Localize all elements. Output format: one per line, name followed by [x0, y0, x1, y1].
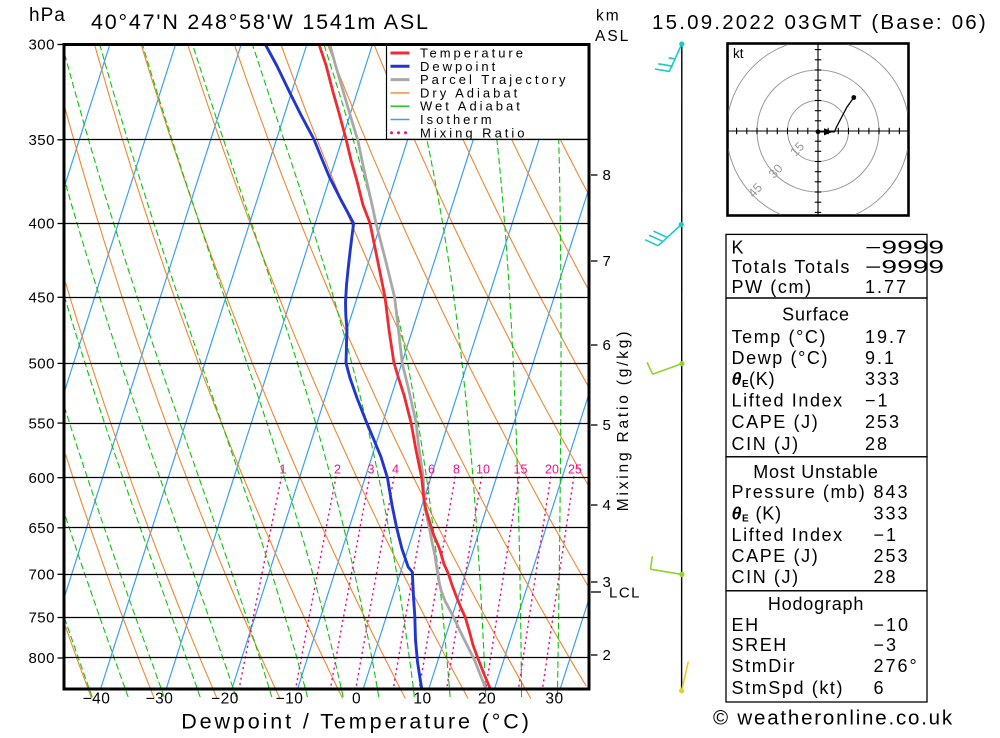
svg-text:E: E	[742, 514, 749, 525]
svg-text:3: 3	[368, 463, 375, 477]
svg-text:ASL: ASL	[595, 28, 630, 45]
svg-text:333: 333	[865, 369, 901, 389]
svg-text:(K): (K)	[749, 369, 775, 389]
svg-text:20: 20	[478, 691, 496, 708]
svg-text:6: 6	[603, 337, 611, 354]
svg-text:10: 10	[413, 691, 431, 708]
svg-text:253: 253	[865, 412, 901, 432]
svg-text:28: 28	[874, 567, 898, 587]
svg-text:−3: −3	[874, 635, 899, 655]
svg-text:Lifted Index: Lifted Index	[732, 391, 844, 411]
svg-text:Mixing Ratio (g/kg): Mixing Ratio (g/kg)	[615, 329, 632, 511]
svg-text:Hodograph: Hodograph	[768, 594, 864, 614]
svg-text:SREH: SREH	[732, 635, 788, 655]
svg-text:CAPE (J): CAPE (J)	[732, 412, 820, 432]
svg-text:(K): (K)	[756, 504, 782, 524]
svg-text:700: 700	[28, 567, 55, 584]
svg-text:276°: 276°	[874, 656, 919, 676]
svg-text:E: E	[742, 379, 749, 390]
svg-text:−1: −1	[874, 525, 899, 545]
svg-text:EH: EH	[732, 615, 760, 635]
svg-text:10: 10	[476, 463, 490, 477]
svg-text:30: 30	[545, 691, 563, 708]
svg-text:7: 7	[603, 253, 611, 270]
svg-text:Surface: Surface	[782, 305, 850, 325]
svg-text:Pressure (mb): Pressure (mb)	[732, 482, 867, 502]
svg-text:Dewp (°C): Dewp (°C)	[732, 348, 830, 368]
svg-text:9.1: 9.1	[865, 348, 896, 368]
svg-text:450: 450	[28, 290, 55, 307]
svg-text:−30: −30	[146, 691, 174, 708]
svg-text:−20: −20	[211, 691, 239, 708]
svg-text:−10: −10	[276, 691, 304, 708]
svg-text:© weatheronline.co.uk: © weatheronline.co.uk	[713, 707, 954, 730]
svg-text:15.09.2022 03GMT (Base: 06): 15.09.2022 03GMT (Base: 06)	[652, 11, 988, 34]
svg-text:−40: −40	[83, 691, 111, 708]
svg-text:0: 0	[352, 691, 361, 708]
svg-text:−10: −10	[874, 615, 911, 635]
svg-text:−9999: −9999	[865, 237, 944, 257]
svg-text:Most Unstable: Most Unstable	[753, 462, 878, 482]
svg-text:Mixing Ratio: Mixing Ratio	[420, 125, 528, 140]
svg-text:5: 5	[603, 417, 611, 434]
svg-text:1: 1	[280, 463, 287, 477]
svg-text:2: 2	[603, 647, 611, 664]
svg-text:CAPE (J): CAPE (J)	[732, 546, 820, 566]
svg-text:CIN (J): CIN (J)	[732, 434, 800, 454]
svg-text:800: 800	[28, 650, 55, 667]
svg-text:500: 500	[28, 356, 55, 373]
svg-text:kt: kt	[733, 46, 744, 61]
svg-text:28: 28	[865, 434, 889, 454]
svg-text:40°47'N 248°58'W 1541m ASL: 40°47'N 248°58'W 1541m ASL	[91, 10, 430, 34]
svg-text:300: 300	[28, 37, 55, 54]
svg-text:550: 550	[28, 415, 55, 432]
svg-text:25: 25	[568, 463, 582, 477]
svg-text:253: 253	[874, 546, 910, 566]
svg-text:1.77: 1.77	[865, 277, 908, 297]
svg-text:Temp (°C): Temp (°C)	[732, 327, 828, 347]
svg-text:2: 2	[334, 463, 341, 477]
svg-text:PW (cm): PW (cm)	[732, 277, 813, 297]
svg-text:Dewpoint / Temperature (°C): Dewpoint / Temperature (°C)	[181, 710, 532, 734]
svg-text:K: K	[732, 237, 746, 257]
svg-text:600: 600	[28, 470, 55, 487]
svg-text:20: 20	[545, 463, 559, 477]
svg-text:StmDir: StmDir	[732, 656, 797, 676]
svg-text:400: 400	[28, 216, 55, 233]
svg-text:−1: −1	[865, 391, 890, 411]
svg-text:350: 350	[28, 132, 55, 149]
svg-text:−9999: −9999	[865, 257, 944, 277]
svg-text:4: 4	[392, 463, 399, 477]
svg-text:StmSpd (kt): StmSpd (kt)	[732, 678, 845, 698]
svg-text:6: 6	[428, 463, 435, 477]
svg-text:4: 4	[603, 497, 611, 514]
svg-text:θ: θ	[732, 369, 742, 389]
svg-text:CIN (J): CIN (J)	[732, 567, 800, 587]
svg-text:8: 8	[453, 463, 460, 477]
svg-text:650: 650	[28, 520, 55, 537]
svg-text:Totals Totals: Totals Totals	[732, 257, 852, 277]
svg-text:15: 15	[514, 463, 528, 477]
svg-text:750: 750	[28, 610, 55, 627]
svg-text:8: 8	[603, 167, 611, 184]
svg-text:333: 333	[874, 504, 910, 524]
svg-text:hPa: hPa	[29, 5, 66, 26]
svg-text:843: 843	[874, 482, 910, 502]
svg-text:LCL: LCL	[609, 585, 641, 602]
svg-text:θ: θ	[732, 504, 742, 524]
svg-text:19.7: 19.7	[865, 327, 908, 347]
svg-text:Lifted Index: Lifted Index	[732, 525, 844, 545]
svg-text:6: 6	[874, 678, 886, 698]
svg-text:km: km	[596, 8, 621, 25]
